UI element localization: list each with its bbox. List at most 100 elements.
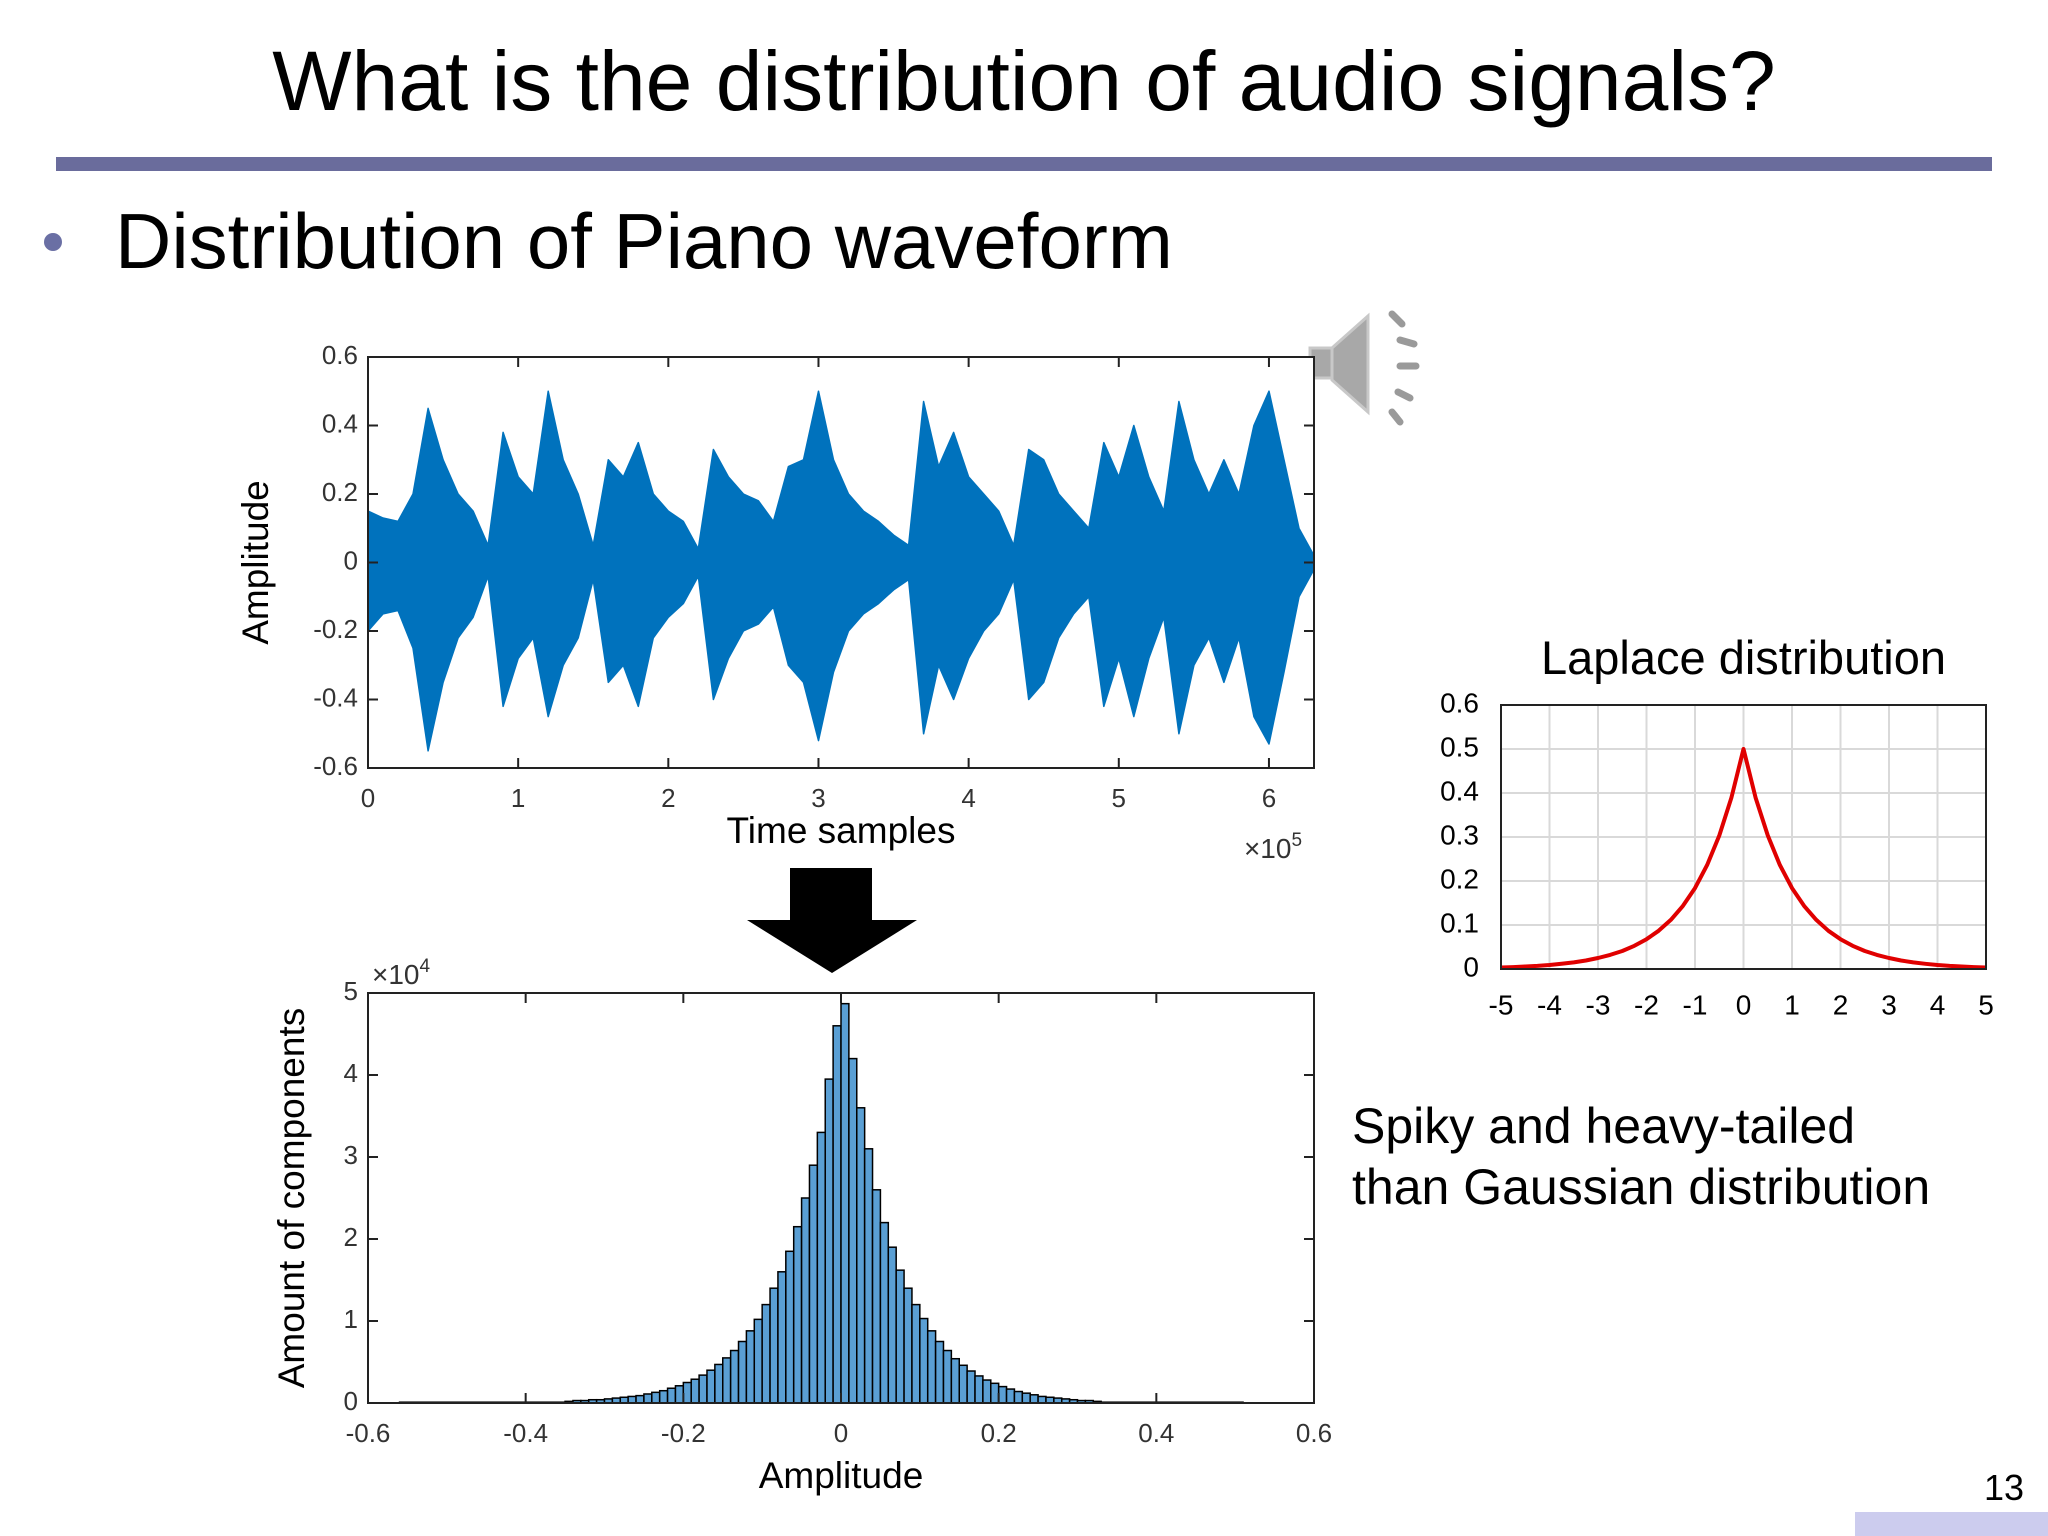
x-tick-label: -1 — [1683, 989, 1708, 1020]
x-axis-label: Amplitude — [759, 1455, 924, 1496]
histogram-bar — [958, 1364, 968, 1404]
histogram-bar — [737, 1340, 748, 1404]
histogram-bar — [848, 1057, 858, 1404]
x-tick-label: 4 — [961, 783, 975, 813]
y-tick-label: 0.4 — [1440, 775, 1479, 806]
title-underline — [56, 157, 1992, 171]
histogram-bar — [934, 1340, 945, 1404]
x-tick-label: 0 — [834, 1418, 848, 1448]
x-tick-label: -0.6 — [346, 1418, 391, 1448]
histogram-bar — [887, 1246, 897, 1404]
x-tick-label: 2 — [661, 783, 675, 813]
x-tick-label: -2 — [1634, 989, 1659, 1020]
y-tick-label: 0.1 — [1440, 907, 1479, 938]
speaker-wave — [1388, 310, 1406, 328]
y-tick-label: 0.5 — [1440, 731, 1479, 762]
note-text: Spiky and heavy-tailed — [1352, 1098, 1855, 1154]
y-tick-label: 0.2 — [322, 477, 358, 507]
x-axis-label: Time samples — [727, 810, 956, 851]
y-tick-label: 0 — [344, 545, 358, 575]
histogram-bar — [792, 1225, 803, 1404]
waveform-area — [367, 561, 1315, 752]
y-tick-label: 0 — [1463, 951, 1479, 982]
histogram-bar — [863, 1148, 874, 1404]
chart-title: Laplace distribution — [1541, 631, 1946, 684]
histogram-bar — [856, 1107, 866, 1404]
y-tick-label: 0.6 — [1440, 687, 1479, 718]
x-tick-label: 0.4 — [1138, 1418, 1174, 1448]
histogram-bar — [871, 1189, 882, 1404]
x-tick-label: 0.2 — [981, 1418, 1017, 1448]
speaker-wave — [1388, 408, 1404, 426]
histogram-bar — [722, 1357, 732, 1404]
histogram-bar — [895, 1269, 905, 1404]
y-tick-label: 0.3 — [1440, 819, 1479, 850]
histogram-bar — [903, 1287, 913, 1404]
y-tick-label: -0.2 — [313, 614, 358, 644]
histogram-bar — [808, 1164, 819, 1404]
histogram-bar — [1005, 1388, 1016, 1404]
speaker-wave — [1396, 336, 1418, 348]
y-tick-label: 4 — [344, 1058, 358, 1088]
histogram-bar — [698, 1374, 708, 1404]
y-tick-label: 0 — [344, 1386, 358, 1416]
histogram-bar — [926, 1330, 937, 1404]
histogram-bar — [666, 1387, 677, 1404]
axis-multiplier: ×105 — [1244, 830, 1302, 864]
histogram-bar — [635, 1394, 645, 1404]
multiplier-exponent: 4 — [420, 956, 431, 977]
x-tick-label: -0.2 — [661, 1418, 706, 1448]
x-tick-label: 5 — [1978, 989, 1994, 1020]
multiplier-base: ×10 — [1244, 833, 1292, 864]
histogram-bar — [997, 1385, 1008, 1404]
x-tick-label: 6 — [1262, 783, 1276, 813]
histogram-bar — [942, 1349, 953, 1404]
x-tick-label: 0 — [361, 783, 375, 813]
x-tick-label: -0.4 — [503, 1418, 548, 1448]
histogram-bar — [824, 1078, 834, 1404]
waveform-area — [367, 390, 1315, 564]
multiplier-base: ×10 — [372, 959, 420, 990]
x-tick-label: -5 — [1489, 989, 1514, 1020]
histogram-bar — [816, 1131, 826, 1404]
slide-title: What is the distribution of audio signal… — [272, 34, 1776, 128]
histogram-bar — [919, 1317, 929, 1404]
x-tick-label: -4 — [1537, 989, 1562, 1020]
x-tick-label: 1 — [1784, 989, 1800, 1020]
histogram-bar — [682, 1381, 692, 1404]
histogram-bar — [714, 1363, 724, 1404]
chart: -5 -4 -3 -2 -1 0 1 2 3 4 5 0 0.1 0.2 0.3 0.4 0.5 0.6 Lapla… — [1440, 631, 1994, 1020]
y-axis-label: Amplitude — [235, 480, 276, 645]
histogram-bar — [674, 1385, 685, 1404]
y-tick-label: 0.2 — [1440, 863, 1479, 894]
histogram-bar — [1029, 1394, 1039, 1404]
histogram-bar — [643, 1393, 653, 1404]
histogram-bar — [769, 1287, 779, 1404]
histogram-bar — [974, 1375, 984, 1404]
histogram-bar — [990, 1382, 1000, 1404]
y-tick-label: 1 — [344, 1304, 358, 1334]
histogram-bar — [753, 1318, 763, 1404]
note-text: than Gaussian distribution — [1352, 1159, 1930, 1215]
x-tick-label: 0 — [1736, 989, 1752, 1020]
bullet-dot — [44, 233, 62, 251]
y-axis-label: Amount of components — [271, 1008, 312, 1389]
histogram-bar — [690, 1378, 700, 1404]
histogram-bar — [729, 1349, 740, 1404]
x-tick-label: 1 — [511, 783, 525, 813]
chart: -0.6 -0.4 -0.2 0 0.2 0.4 0.6 0 1 2 3 4 5 Amplitude Amo… — [271, 956, 1332, 1496]
x-tick-label: 4 — [1930, 989, 1946, 1020]
histogram-bar — [1013, 1390, 1024, 1404]
histogram-bar — [651, 1391, 661, 1404]
histogram-bar — [840, 1002, 850, 1404]
y-tick-label: 2 — [344, 1222, 358, 1252]
pdf-line — [1500, 747, 1987, 970]
y-tick-label: 0.6 — [322, 340, 358, 370]
histogram-bar — [982, 1379, 992, 1404]
corner-band — [1855, 1512, 2048, 1536]
y-tick-label: -0.4 — [313, 682, 358, 712]
plot-frame — [1500, 704, 1987, 970]
